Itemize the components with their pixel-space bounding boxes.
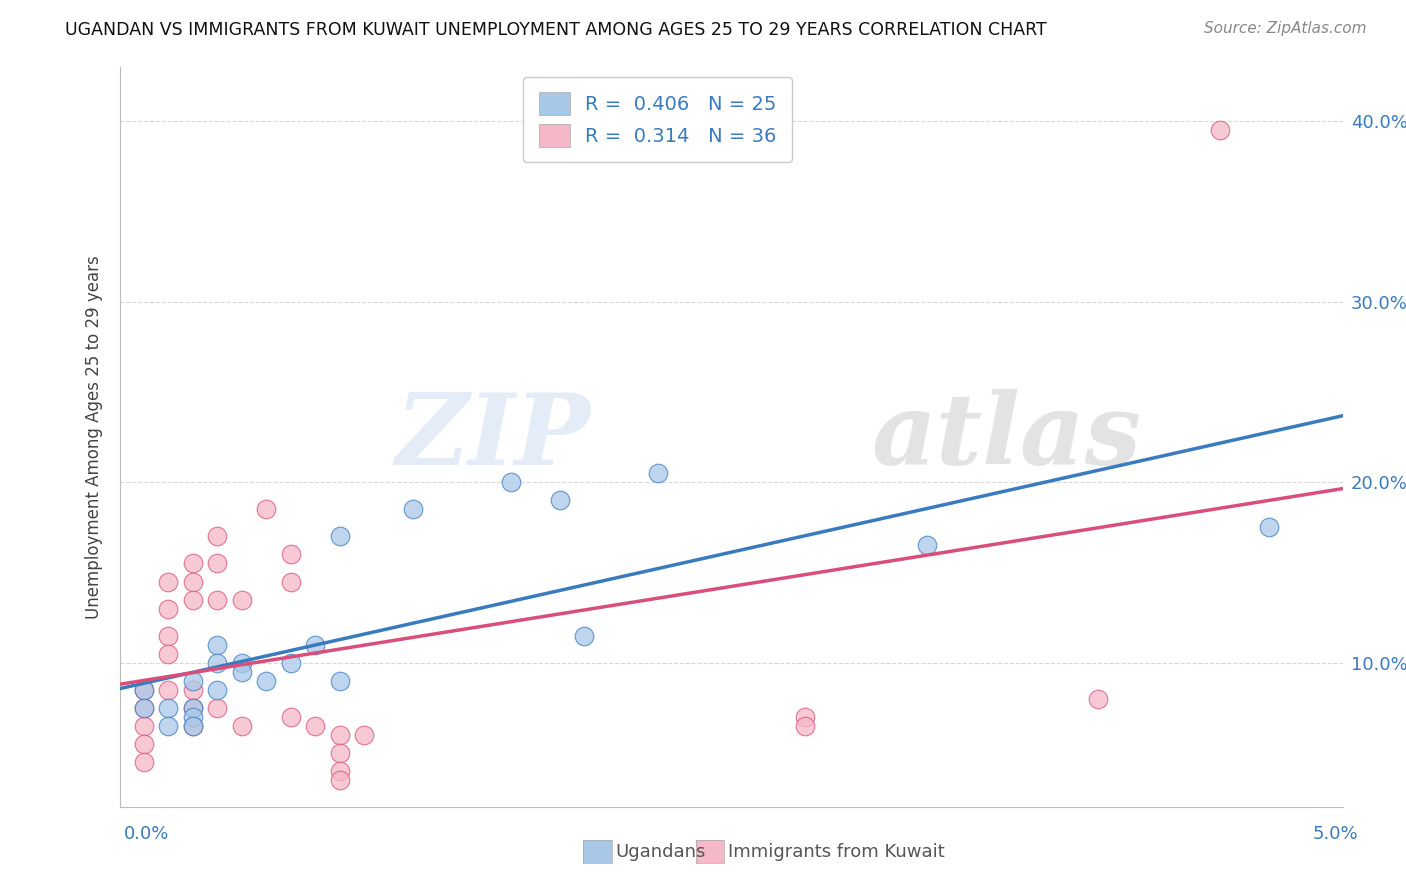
Text: Ugandans: Ugandans <box>616 843 706 861</box>
Point <box>304 719 326 733</box>
Point <box>231 665 253 679</box>
Point <box>132 701 155 715</box>
Point <box>280 656 302 670</box>
Point <box>157 601 180 615</box>
Point <box>157 574 180 589</box>
Point <box>574 629 596 643</box>
Point <box>207 592 229 607</box>
Text: 0.0%: 0.0% <box>124 825 169 843</box>
Point <box>1087 692 1109 706</box>
Point <box>132 737 155 751</box>
Point <box>132 682 155 697</box>
Point <box>181 719 204 733</box>
Point <box>280 710 302 724</box>
Point <box>207 638 229 652</box>
Point <box>207 529 229 543</box>
Point <box>157 682 180 697</box>
Point <box>329 728 352 742</box>
Point <box>793 719 815 733</box>
Point <box>329 764 352 779</box>
Point <box>793 710 815 724</box>
Point <box>207 557 229 571</box>
Point <box>254 502 277 516</box>
Point <box>181 710 204 724</box>
Text: Immigrants from Kuwait: Immigrants from Kuwait <box>728 843 945 861</box>
Point <box>181 701 204 715</box>
Point <box>181 592 204 607</box>
Point <box>181 682 204 697</box>
Point <box>132 719 155 733</box>
Text: ZIP: ZIP <box>395 389 591 485</box>
Point <box>231 656 253 670</box>
Point <box>304 638 326 652</box>
Point <box>280 548 302 562</box>
Point <box>132 682 155 697</box>
Point <box>402 502 425 516</box>
Point <box>329 746 352 760</box>
Point <box>181 701 204 715</box>
Y-axis label: Unemployment Among Ages 25 to 29 years: Unemployment Among Ages 25 to 29 years <box>84 255 103 619</box>
Point <box>207 701 229 715</box>
Point <box>207 682 229 697</box>
Text: atlas: atlas <box>872 389 1142 485</box>
Point <box>353 728 375 742</box>
Point <box>329 529 352 543</box>
Point <box>132 701 155 715</box>
Point <box>231 719 253 733</box>
Text: 5.0%: 5.0% <box>1313 825 1358 843</box>
Point <box>548 493 571 508</box>
Point <box>280 574 302 589</box>
Point <box>132 755 155 769</box>
Point <box>181 574 204 589</box>
Text: UGANDAN VS IMMIGRANTS FROM KUWAIT UNEMPLOYMENT AMONG AGES 25 TO 29 YEARS CORRELA: UGANDAN VS IMMIGRANTS FROM KUWAIT UNEMPL… <box>65 21 1046 38</box>
Point <box>647 466 669 480</box>
Point <box>181 673 204 688</box>
Point <box>1209 123 1232 137</box>
Point <box>207 656 229 670</box>
Legend: R =  0.406   N = 25, R =  0.314   N = 36: R = 0.406 N = 25, R = 0.314 N = 36 <box>523 77 793 162</box>
Point <box>181 719 204 733</box>
Point <box>157 647 180 661</box>
Point <box>231 592 253 607</box>
Point <box>254 673 277 688</box>
Point <box>915 538 938 552</box>
Point <box>1258 520 1281 534</box>
Point <box>329 773 352 788</box>
Point <box>329 673 352 688</box>
Point <box>157 719 180 733</box>
Point <box>499 475 522 490</box>
Point <box>157 629 180 643</box>
Point <box>157 701 180 715</box>
Point <box>181 557 204 571</box>
Text: Source: ZipAtlas.com: Source: ZipAtlas.com <box>1204 21 1367 36</box>
